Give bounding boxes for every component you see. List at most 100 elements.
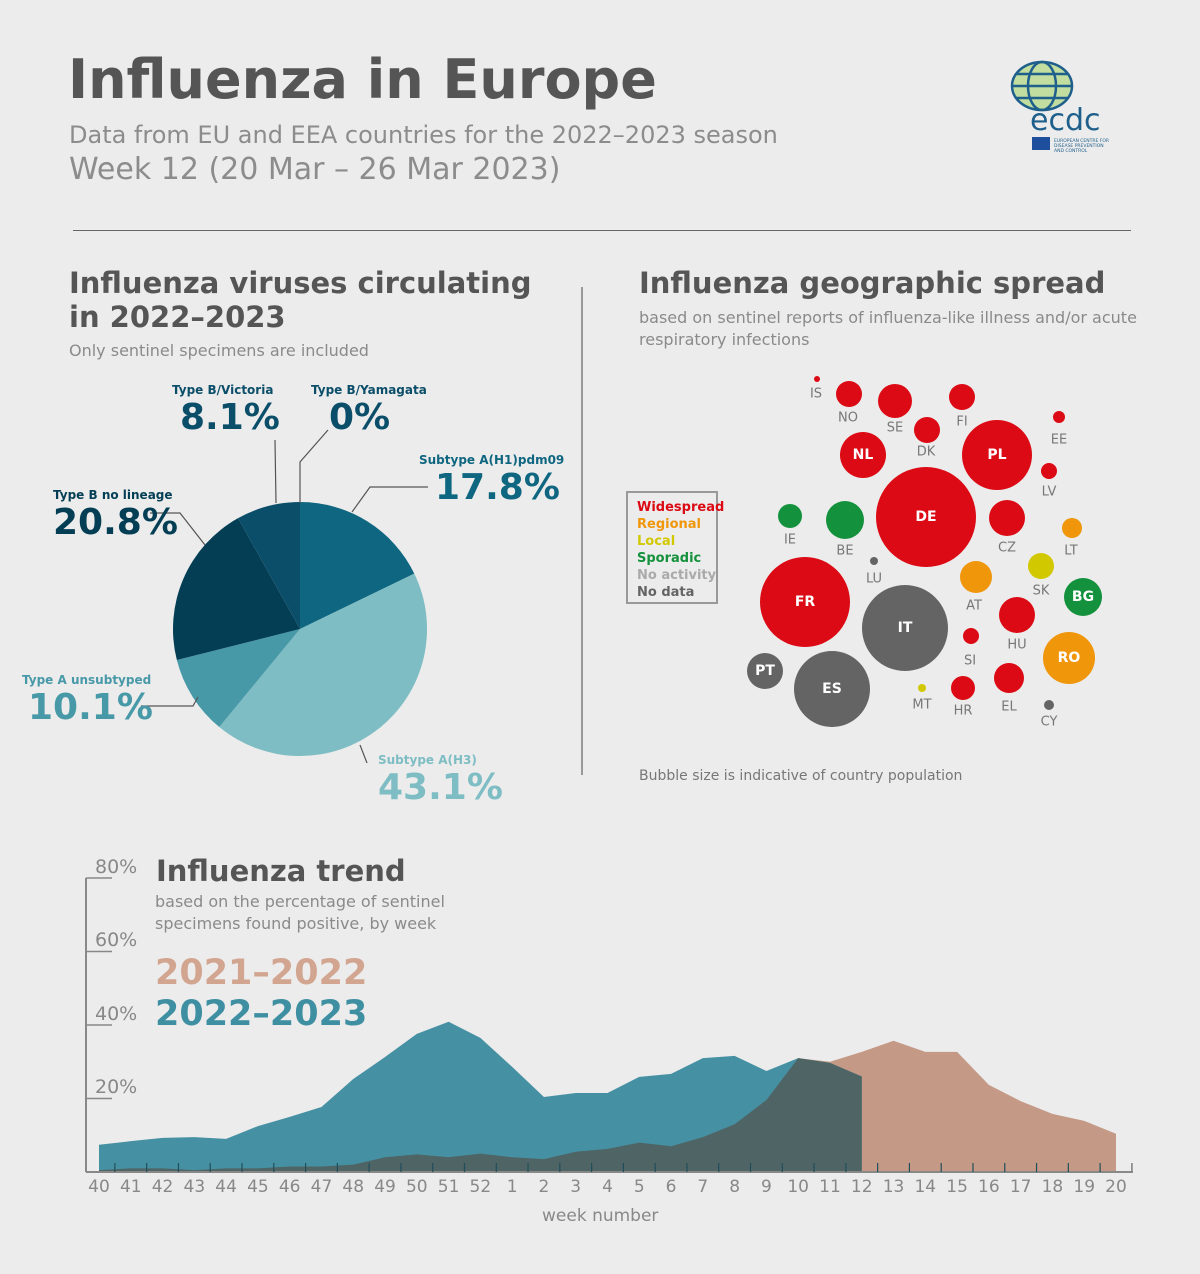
legend-2022-2023: 2022–2023: [155, 994, 368, 1034]
bubble-label-be: BE: [836, 543, 854, 559]
bubble-label-it: IT: [897, 620, 913, 636]
x-tick-label: 47: [310, 1177, 333, 1197]
bubble-label-lv: LV: [1041, 484, 1057, 500]
x-tick-label: 3: [570, 1177, 582, 1197]
x-tick-label: 11: [819, 1177, 841, 1197]
logo-text: ecdc: [1030, 103, 1101, 138]
x-tick-label: 6: [665, 1177, 677, 1197]
bubble-label-fi: FI: [956, 414, 968, 430]
bubble-ee: [1053, 411, 1065, 423]
spread-note-line2: respiratory infections: [639, 330, 810, 349]
y-tick-80: 80%: [95, 856, 138, 878]
bubble-label-pl: PL: [987, 447, 1007, 463]
pie-slice-0: [300, 502, 415, 629]
ecdc-logo: ecdc EUROPEAN CENTRE FOR DISEASE PREVENT…: [1008, 58, 1118, 158]
viruses-note: Only sentinel specimens are included: [69, 341, 369, 360]
x-tick-label: 5: [633, 1177, 645, 1197]
x-tick-label: 49: [374, 1177, 396, 1197]
bubble-se: [878, 384, 912, 418]
x-tick-label: 52: [469, 1177, 492, 1197]
bubble-label-cy: CY: [1040, 714, 1058, 730]
bubble-mt: [918, 684, 926, 692]
pie-label-b-victoria: Type B/Victoria: [172, 383, 274, 397]
legend-item: Widespread: [637, 500, 725, 515]
bubble-label-at: AT: [966, 598, 982, 614]
bubble-label-bg: BG: [1071, 589, 1095, 605]
bubble-label-lu: LU: [865, 571, 883, 587]
spread-note: based on sentinel reports of influenza-l…: [639, 307, 1137, 351]
viruses-title-line1: Influenza viruses circulating: [69, 266, 532, 300]
pie-value-b-no-lineage: 20.8%: [53, 502, 178, 543]
y-tick-40: 40%: [95, 1003, 138, 1025]
spread-title: Influenza geographic spread: [639, 266, 1106, 300]
svg-text:AND CONTROL: AND CONTROL: [1054, 148, 1088, 154]
bubble-dk: [914, 417, 940, 443]
x-tick-label: 42: [151, 1177, 174, 1197]
x-tick-label: 17: [1009, 1177, 1032, 1197]
x-tick-label: 7: [697, 1177, 709, 1197]
bubble-it: [862, 585, 948, 671]
spread-note-line1: based on sentinel reports of influenza-l…: [639, 308, 1137, 327]
x-tick-label: 43: [183, 1177, 206, 1197]
legend-item: Local: [637, 534, 676, 549]
trend-note-line1: based on the percentage of sentinel: [155, 892, 445, 911]
viruses-title: Influenza viruses circulating in 2022–20…: [69, 266, 532, 334]
bubble-label-fr: FR: [794, 594, 816, 610]
x-tick-label: 16: [978, 1177, 1000, 1197]
bubble-hu: [999, 597, 1035, 633]
bubble-label-no: NO: [838, 410, 858, 426]
x-tick-label: 40: [88, 1177, 110, 1197]
pie-slice-4: [238, 502, 300, 629]
bubble-label-hu: HU: [1007, 637, 1027, 653]
bubble-label-cz: CZ: [998, 540, 1016, 556]
x-tick-label: 48: [342, 1177, 365, 1197]
activity-legend: Widespread Regional Local Sporadic No activi…: [626, 491, 725, 604]
x-tick-label: 45: [247, 1177, 269, 1197]
x-tick-label: 18: [1041, 1177, 1064, 1197]
ecdc-globe-icon: ecdc EUROPEAN CENTRE FOR DISEASE PREVENT…: [1010, 60, 1109, 154]
pie-value-h1: 17.8%: [435, 467, 560, 508]
legend-item: No data: [637, 585, 695, 600]
pie-label-h1: Subtype A(H1)pdm09: [419, 453, 565, 467]
legend-item: No activity: [637, 568, 717, 583]
bubble-label-sk: SK: [1032, 583, 1050, 599]
x-tick-label: 51: [437, 1177, 460, 1197]
pie-value-b-victoria: 8.1%: [180, 397, 280, 438]
bubble-es: [794, 651, 870, 727]
bubble-label-ee: EE: [1050, 432, 1068, 448]
trend-title: Influenza trend: [156, 854, 406, 888]
x-tick-label: 2: [538, 1177, 550, 1197]
bubble-label-ie: IE: [783, 532, 797, 548]
bubble-label-is: IS: [809, 386, 823, 402]
bubble-label-ro: RO: [1057, 650, 1081, 666]
trend-note-line2: specimens found positive, by week: [155, 914, 437, 933]
pie-label-h3: Subtype A(H3): [378, 753, 477, 767]
x-tick-label: 44: [215, 1177, 237, 1197]
bubble-hr: [951, 676, 975, 700]
viruses-title-line2: in 2022–2023: [69, 300, 286, 334]
bubble-bg: [1064, 578, 1102, 616]
section-divider: [581, 287, 583, 775]
pie-slice-3: [172, 518, 300, 661]
bubble-nl: [840, 432, 886, 478]
pie-value-h3: 43.1%: [378, 767, 503, 808]
bubble-label-se: SE: [886, 420, 904, 436]
bubble-ro: [1043, 632, 1095, 684]
x-axis-label: week number: [542, 1206, 659, 1226]
bubble-label-hr: HR: [953, 703, 973, 719]
x-tick-label: 12: [850, 1177, 873, 1197]
bubble-label-nl: NL: [852, 447, 874, 463]
x-tick-label: 50: [405, 1177, 428, 1197]
x-tick-label: 13: [882, 1177, 905, 1197]
x-tick-label: 19: [1073, 1177, 1096, 1197]
pie-value-a-unsubtyped: 10.1%: [28, 687, 153, 728]
bubble-ie: [778, 504, 802, 528]
area-overlap: [99, 1058, 862, 1172]
bubble-at: [960, 561, 992, 593]
x-tick-label: 14: [914, 1177, 937, 1197]
y-tick-60: 60%: [95, 929, 138, 951]
x-tick-label: 10: [787, 1177, 810, 1197]
x-tick-label: 20: [1105, 1177, 1127, 1197]
legend-item: Regional: [637, 517, 702, 532]
